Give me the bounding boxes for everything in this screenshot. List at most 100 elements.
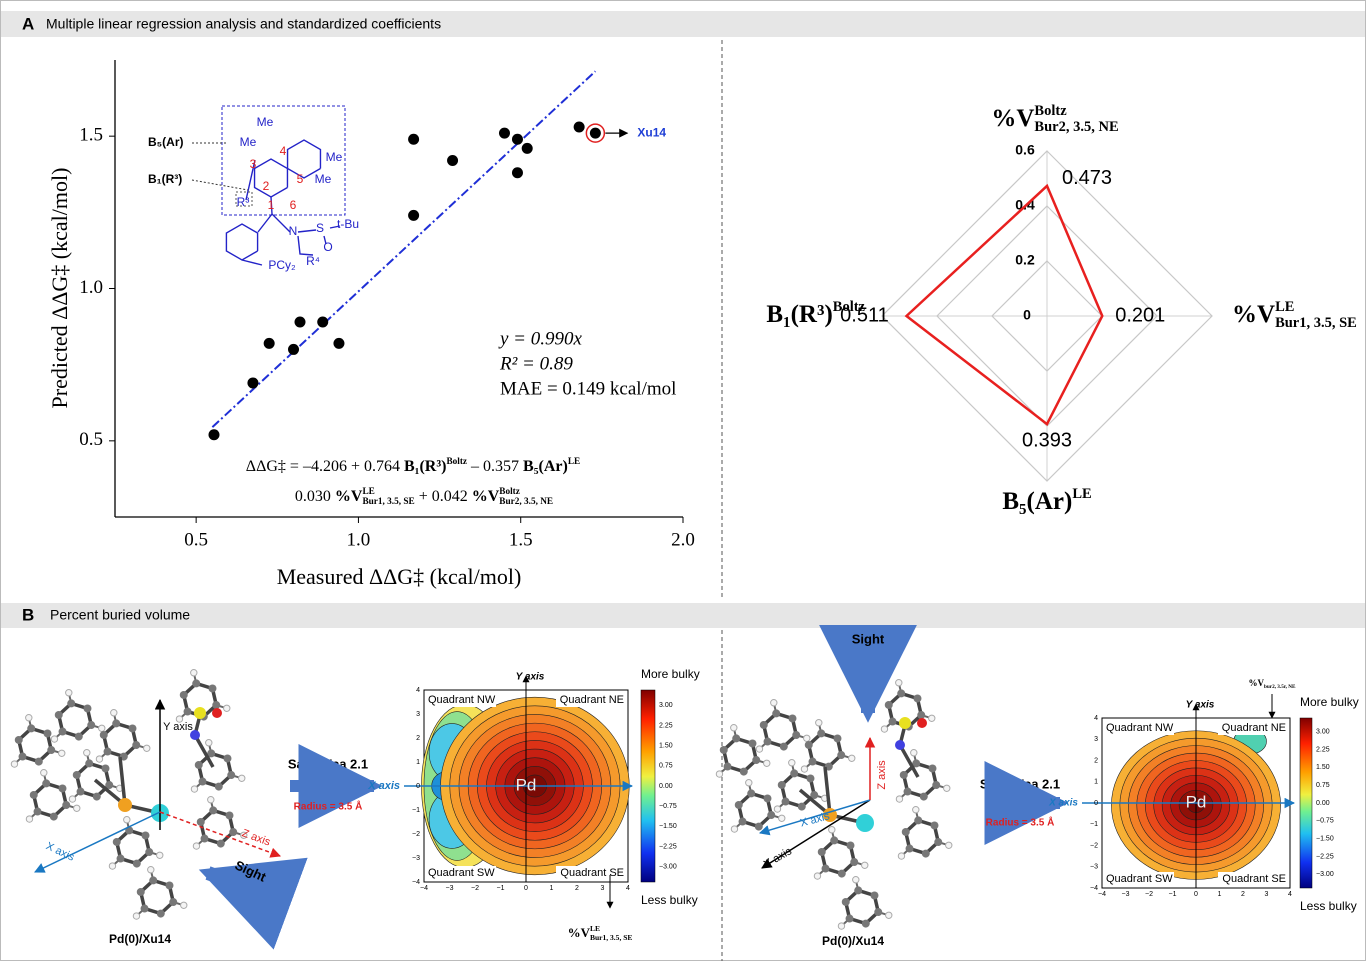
map-tick-label: −4 <box>412 879 420 886</box>
data-point <box>317 317 328 328</box>
mol-c <box>165 881 173 889</box>
mol-h <box>849 755 855 761</box>
data-point <box>590 128 601 139</box>
mol-c <box>59 728 67 736</box>
atom-p <box>118 798 132 812</box>
inset-atom: Me <box>240 135 257 149</box>
mol-c <box>720 746 728 754</box>
equation-part: Boltz <box>446 457 467 467</box>
map-tick-label: −4 <box>1090 885 1098 892</box>
map-tick-label: −3 <box>1122 891 1130 898</box>
y-tick-label: 1.5 <box>79 125 103 146</box>
mol-c <box>928 764 936 772</box>
mol-c <box>137 888 145 896</box>
inset-atom: O <box>323 240 332 254</box>
mol-h <box>11 761 17 767</box>
colorbar-tick-label: −3.00 <box>659 863 677 870</box>
colorbar-tick-label: −1.50 <box>659 823 677 830</box>
mol-c <box>735 801 743 809</box>
data-point <box>512 167 523 178</box>
equation-part: Boltz <box>499 487 520 497</box>
panel-title: Percent buried volume <box>50 607 190 623</box>
vbur-label-part: %V <box>1248 678 1264 688</box>
mol-axis-label: Y axis <box>163 721 193 733</box>
mol-c <box>906 845 914 853</box>
colorbar-tick-label: 1.50 <box>659 743 673 750</box>
mol-h <box>191 669 197 675</box>
y-tick-label: 0.5 <box>79 429 103 450</box>
x-axis-label: Measured ΔΔG‡ (kcal/mol) <box>277 564 522 589</box>
mol-h <box>829 826 835 832</box>
colorbar-label: Less bulky <box>641 893 698 907</box>
mol-c <box>782 798 790 806</box>
map-tick-label: −2 <box>1090 842 1098 849</box>
mol-c <box>790 769 798 777</box>
colorbar-tick-label: −1.50 <box>1316 836 1334 843</box>
mol-h <box>946 842 952 848</box>
mol-h <box>193 843 199 849</box>
map-tick-label: 1 <box>1094 779 1098 786</box>
mol-c <box>934 838 942 846</box>
map-tick-label: 3 <box>1265 891 1269 898</box>
atom-n <box>895 740 905 750</box>
mol-c <box>914 816 922 824</box>
mol-c <box>184 708 192 716</box>
data-point <box>208 429 219 440</box>
mol-c <box>778 781 786 789</box>
mol-h <box>814 873 820 879</box>
map-tick-label: −4 <box>1098 891 1106 898</box>
atom-s <box>194 707 206 719</box>
mol-c <box>209 806 217 814</box>
equation-part: – 0.357 <box>467 458 523 475</box>
mol-h <box>124 816 130 822</box>
map-tick-label: 0 <box>1194 891 1198 898</box>
map-tick-label: 2 <box>1241 891 1245 898</box>
mol-c <box>838 870 846 878</box>
mol-c <box>846 841 854 849</box>
atom-s <box>899 717 911 729</box>
equation-part: 0.030 <box>295 488 335 505</box>
inset-atom: N <box>289 224 298 238</box>
inset-atom: S <box>316 221 324 235</box>
equation-part: Bur2, 3.5, NE <box>499 497 553 507</box>
equation-part: B₁(R³) <box>404 458 446 475</box>
axis-label-part: %V <box>991 105 1034 132</box>
mol-h <box>239 775 245 781</box>
colorbar-tick-label: 2.25 <box>659 722 673 729</box>
inset-atom: Me <box>326 150 343 164</box>
sight-label: Sight <box>852 631 885 646</box>
inset-label: B₁(R³) <box>148 172 182 186</box>
data-point <box>447 155 458 166</box>
mol-c <box>55 711 63 719</box>
mol-c <box>101 764 109 772</box>
colorbar-tick-label: 2.25 <box>1316 746 1330 753</box>
map-tick-label: 2 <box>1094 757 1098 764</box>
vbur-label-part: Bur1, 3.5, SE <box>590 933 632 942</box>
colorbar-tick-label: −2.25 <box>1316 853 1334 860</box>
mol-c <box>752 756 760 764</box>
atom-o <box>212 708 222 718</box>
inset-number: 2 <box>263 179 270 193</box>
mol-c <box>764 738 772 746</box>
mol-c <box>913 694 921 702</box>
axis-label-part: LE <box>1072 486 1091 502</box>
colorbar-tick-label: −2.25 <box>659 843 677 850</box>
mol-c <box>763 794 771 802</box>
mol-h <box>862 862 868 868</box>
image-label: Pd(0)/Xu14 <box>822 934 884 948</box>
colorbar-tick-label: −0.75 <box>1316 818 1334 825</box>
mol-c <box>43 729 51 737</box>
equation-part: %V <box>472 488 500 505</box>
panel-label: A <box>22 14 34 33</box>
equation-part: %V <box>335 488 363 505</box>
mol-axis-label: Z axis <box>876 760 888 790</box>
mol-h <box>206 739 212 745</box>
map-tick-label: 3 <box>1094 736 1098 743</box>
map-tick-label: 1 <box>416 759 420 766</box>
map-axis-label: Y axis <box>516 672 545 683</box>
mol-c <box>902 828 910 836</box>
map-tick-label: −2 <box>1145 891 1153 898</box>
mol-c <box>904 788 912 796</box>
map-tick-label: 0 <box>524 885 528 892</box>
mol-c <box>75 733 83 741</box>
